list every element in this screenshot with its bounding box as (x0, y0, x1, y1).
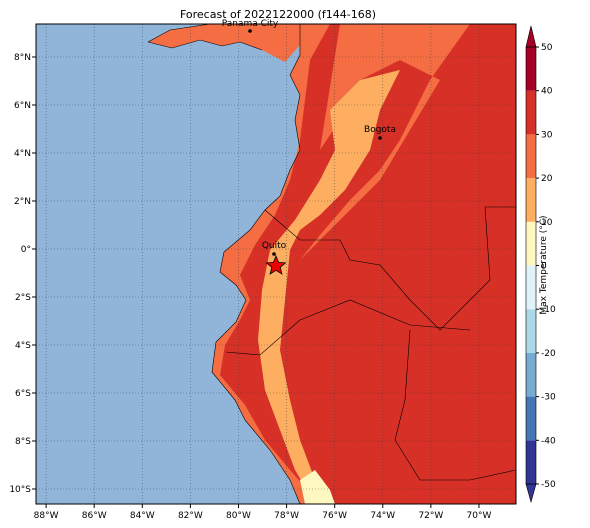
city-label: Quito (262, 241, 287, 251)
warm-band (212, 24, 330, 504)
y-tick-label: 8°S (15, 437, 31, 447)
x-tick-label: 74°W (370, 511, 395, 521)
x-tick-label: 72°W (418, 511, 443, 521)
colorbar-tick-label: 30 (541, 130, 553, 140)
grid (36, 24, 516, 504)
colorbar-tick-label: -30 (541, 393, 556, 403)
colorbar-label: Max Temperature (°C) (539, 215, 549, 314)
x-tick-label: 70°W (467, 511, 492, 521)
borders (147, 24, 516, 504)
colorbar: -50 -40 -30 -20 -10 0 10 20 30 40 50 (525, 25, 556, 504)
y-tick-label: 4°N (14, 149, 31, 159)
city-dot (248, 29, 252, 33)
y-tick-label: 2°S (15, 293, 31, 303)
colorbar-band (526, 221, 536, 266)
land (212, 24, 516, 504)
colorbar-band (526, 90, 536, 135)
colorbar-tick-label: 0 (541, 262, 547, 272)
colorbar-tick-label: -50 (541, 480, 556, 490)
x-tick-label: 86°W (82, 511, 107, 521)
y-tick-label: 10°S (9, 485, 31, 495)
land (148, 24, 300, 62)
x-tick-label: 76°W (322, 511, 347, 521)
y-tick-label: 8°N (14, 53, 31, 63)
x-tick-label: 80°W (226, 511, 251, 521)
y-tick-label: 6°S (15, 389, 31, 399)
y-tick-label: 2°N (14, 197, 31, 207)
y-tick-label: 4°S (15, 341, 31, 351)
cities: Panama City Bogota Quito (222, 19, 396, 275)
city-dot (378, 136, 382, 140)
city-label: Bogota (364, 125, 396, 135)
colorbar-extend (525, 25, 537, 48)
x-tick-label: 88°W (34, 511, 59, 521)
colorbar-band (526, 265, 536, 310)
colorbar-tick-label: -40 (541, 436, 556, 446)
colorbar-tick-label: 50 (541, 43, 553, 53)
y-tick-label: 6°N (14, 101, 31, 111)
x-tick-label: 84°W (130, 511, 155, 521)
colorbar-band (526, 440, 536, 484)
colorbar-tick-label: 20 (541, 174, 553, 184)
colorbar-band (526, 396, 536, 441)
map-frame (35, 23, 517, 505)
colorbar-tick-label: -10 (541, 305, 556, 315)
colorbar-band (526, 47, 536, 91)
x-tick-label: 78°W (274, 511, 299, 521)
colorbar-tick-label: -20 (541, 349, 556, 359)
warm-band (300, 24, 470, 260)
y-tick-label: 0° (21, 245, 31, 255)
cool-band (300, 470, 335, 504)
colorbar-tick-label: 10 (541, 218, 553, 228)
colorbar-band (526, 134, 536, 179)
city-dot (272, 252, 276, 256)
colorbar-band (526, 309, 536, 353)
colorbar-extend (525, 483, 537, 504)
x-tick-label: 82°W (178, 511, 203, 521)
star-marker (265, 254, 287, 275)
city-label: Panama City (222, 19, 279, 29)
colorbar-band (526, 352, 536, 397)
colorbar-tick-label: 40 (541, 87, 553, 97)
title: Forecast of 2022122000 (f144-168) (180, 8, 376, 21)
colorbar-band (526, 178, 536, 222)
